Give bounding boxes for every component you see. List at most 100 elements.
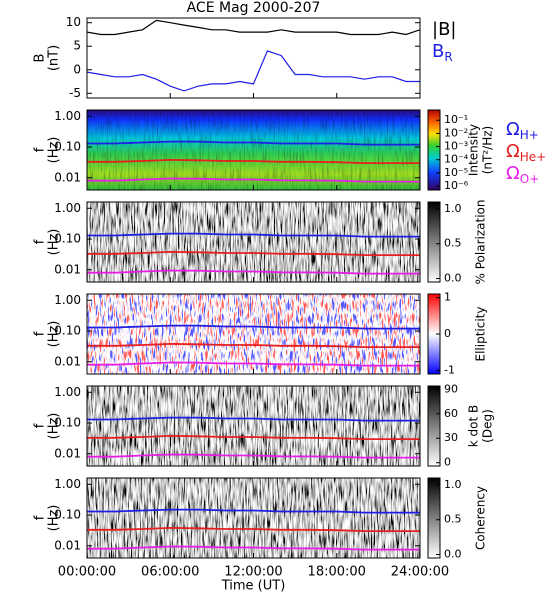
legend-entry: ΩO+ (506, 163, 539, 186)
colorbar (427, 385, 441, 467)
colorbar-label: (nT²/Hz) (481, 126, 495, 174)
x-tick-label: 00:00:00 (58, 565, 116, 580)
series-line (87, 361, 420, 367)
y-axis-label: B (33, 54, 48, 63)
legend-symbol: Ω (506, 163, 520, 184)
colorbar-tick-label: 10⁻³ (444, 140, 468, 153)
series-line (87, 177, 420, 183)
colorbar-tick-label: 10⁻⁴ (444, 153, 469, 166)
spectrogram (87, 478, 420, 558)
x-tick-label: 12:00:00 (224, 565, 282, 580)
y-tick-label: 0.10 (54, 508, 81, 522)
x-tick-label: 24:00:00 (391, 565, 449, 580)
legend-symbol: Ω (506, 119, 520, 140)
plot-frame (86, 17, 421, 99)
colorbar (427, 477, 441, 559)
colorbar-tick-label: 10⁻¹ (444, 113, 468, 126)
x-tick-label: 06:00:00 (141, 565, 199, 580)
y-axis-label: f (33, 239, 48, 244)
spectrogram (87, 386, 420, 466)
y-tick-label: 0.01 (54, 446, 81, 460)
colorbar-tick-label: 10⁻⁵ (444, 166, 468, 179)
y-axis-label: (nT) (47, 45, 62, 71)
y-tick-label: 1.00 (54, 385, 81, 399)
colorbar-tick-label: -1 (444, 363, 455, 376)
y-axis-label: (Hz) (47, 229, 62, 256)
legend-subscript: R (444, 50, 452, 64)
series-line (87, 140, 420, 146)
x-tick-label: 18:00:00 (308, 565, 366, 580)
colorbar-tick-label: 0.0 (444, 548, 462, 561)
spectrogram (87, 202, 420, 282)
legend-name: B (432, 41, 444, 62)
series-line (87, 508, 420, 514)
colorbar-label: Intensity (467, 124, 481, 176)
series-line (87, 232, 420, 238)
colorbar-tick-label: 10⁻² (444, 126, 468, 139)
colorbar-label: (Deg) (481, 409, 495, 443)
series-line (87, 250, 420, 256)
y-tick-label: 1.00 (54, 477, 81, 491)
y-axis-label: f (33, 515, 48, 520)
y-tick-label: 0.10 (54, 232, 81, 246)
spectrogram (87, 294, 420, 374)
series-line (87, 50, 420, 92)
series-line (87, 269, 420, 275)
y-tick-label: 0.01 (54, 170, 81, 184)
series-line (87, 416, 420, 422)
legend-entry: ΩH+ (506, 119, 539, 142)
colorbar-tick-label: 90 (444, 382, 458, 395)
legend-subscript: He+ (520, 150, 546, 164)
y-tick-label: 0.01 (54, 354, 81, 368)
y-tick-label: 1.00 (54, 109, 81, 123)
colorbar-tick-label: 1 (444, 291, 451, 304)
colorbar-label: % Polarization (474, 200, 488, 285)
y-axis-label: f (33, 423, 48, 428)
y-tick-label: 0.01 (54, 538, 81, 552)
colorbar-tick-label: 1.0 (444, 478, 462, 491)
y-tick-label: 1.00 (54, 201, 81, 215)
series-line (87, 19, 420, 36)
colorbar-label: k dot B (467, 405, 481, 447)
colorbar-label: Ellipticity (474, 307, 488, 362)
y-axis-label: (Hz) (47, 505, 62, 532)
legend-entry: ΩHe+ (506, 141, 546, 164)
colorbar-tick-label: 0.5 (444, 237, 462, 250)
y-tick-label: 1.00 (54, 293, 81, 307)
series-line (87, 526, 420, 532)
colorbar-tick-label: 0.0 (444, 272, 462, 285)
series-line (87, 434, 420, 440)
series-line (87, 158, 420, 164)
y-axis-label: (Hz) (47, 137, 62, 164)
plot-frame (86, 385, 421, 467)
legend-entry: |B| (432, 19, 456, 40)
plot-frame (86, 293, 421, 375)
legend-subscript: H+ (520, 128, 539, 142)
legend-subscript: O+ (520, 172, 540, 186)
y-tick-label: 0.10 (54, 324, 81, 338)
y-tick-label: 10 (66, 15, 81, 29)
series-line (87, 324, 420, 330)
plot-frame (86, 109, 421, 191)
y-tick-label: 0.01 (54, 262, 81, 276)
series-line (87, 453, 420, 459)
y-axis-label: f (33, 147, 48, 152)
colorbar-tick-label: 0.5 (444, 513, 462, 526)
spectrogram-texture (87, 110, 420, 190)
colorbar-tick-label: 0 (444, 456, 451, 469)
colorbar (427, 109, 441, 191)
colorbar-tick-label: 0 (444, 327, 451, 340)
chart-title: ACE Mag 2000-207 (187, 0, 321, 16)
colorbar-tick-label: 60 (444, 407, 458, 420)
colorbar-tick-label: 30 (444, 431, 458, 444)
plot-frame (86, 201, 421, 283)
legend-symbol: Ω (506, 141, 520, 162)
legend-name: |B| (432, 19, 456, 40)
plot-frame (86, 477, 421, 559)
colorbar (427, 201, 441, 283)
series-line (87, 545, 420, 551)
y-axis-label: (Hz) (47, 413, 62, 440)
y-tick-label: 5 (73, 39, 81, 53)
